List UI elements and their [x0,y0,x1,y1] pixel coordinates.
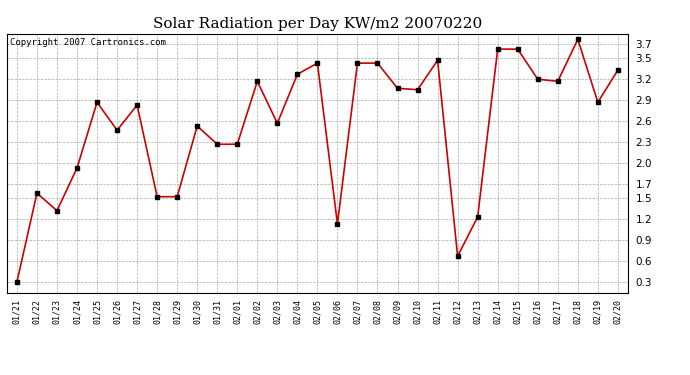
Title: Solar Radiation per Day KW/m2 20070220: Solar Radiation per Day KW/m2 20070220 [152,17,482,31]
Text: Copyright 2007 Cartronics.com: Copyright 2007 Cartronics.com [10,38,166,46]
